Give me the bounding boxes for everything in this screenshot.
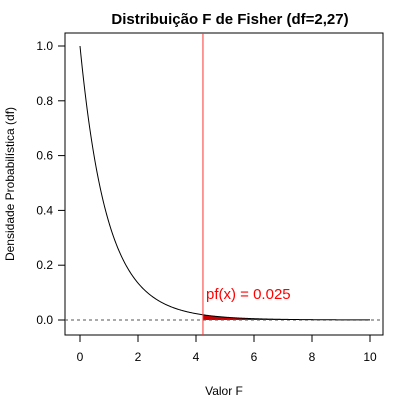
plot-area [65, 33, 383, 335]
x-tick-label: 2 [135, 350, 142, 364]
chart-title: Distribuição F de Fisher (df=2,27) [111, 11, 348, 28]
y-tick-label: 0.6 [36, 149, 53, 163]
y-axis: 0.0 0.2 0.4 0.6 0.8 1.0 [36, 39, 66, 327]
y-tick-label: 0.2 [36, 258, 53, 272]
tail-area-annotation: pf(x) = 0.025 [206, 286, 291, 303]
x-tick-label: 10 [363, 350, 377, 364]
y-tick-label: 0.0 [36, 313, 53, 327]
y-axis-label: Densidade Probabilística (df) [3, 107, 17, 261]
x-axis-label: Valor F [205, 384, 243, 398]
x-tick-label: 8 [309, 350, 316, 364]
density-curve [79, 45, 370, 321]
y-tick-label: 0.4 [36, 203, 53, 217]
x-tick-label: 0 [77, 350, 84, 364]
y-tick-label: 1.0 [36, 39, 53, 53]
y-tick-label: 0.8 [36, 94, 53, 108]
x-tick-label: 6 [251, 350, 258, 364]
x-tick-label: 4 [193, 350, 200, 364]
x-axis: 0 2 4 6 8 10 [77, 334, 377, 364]
